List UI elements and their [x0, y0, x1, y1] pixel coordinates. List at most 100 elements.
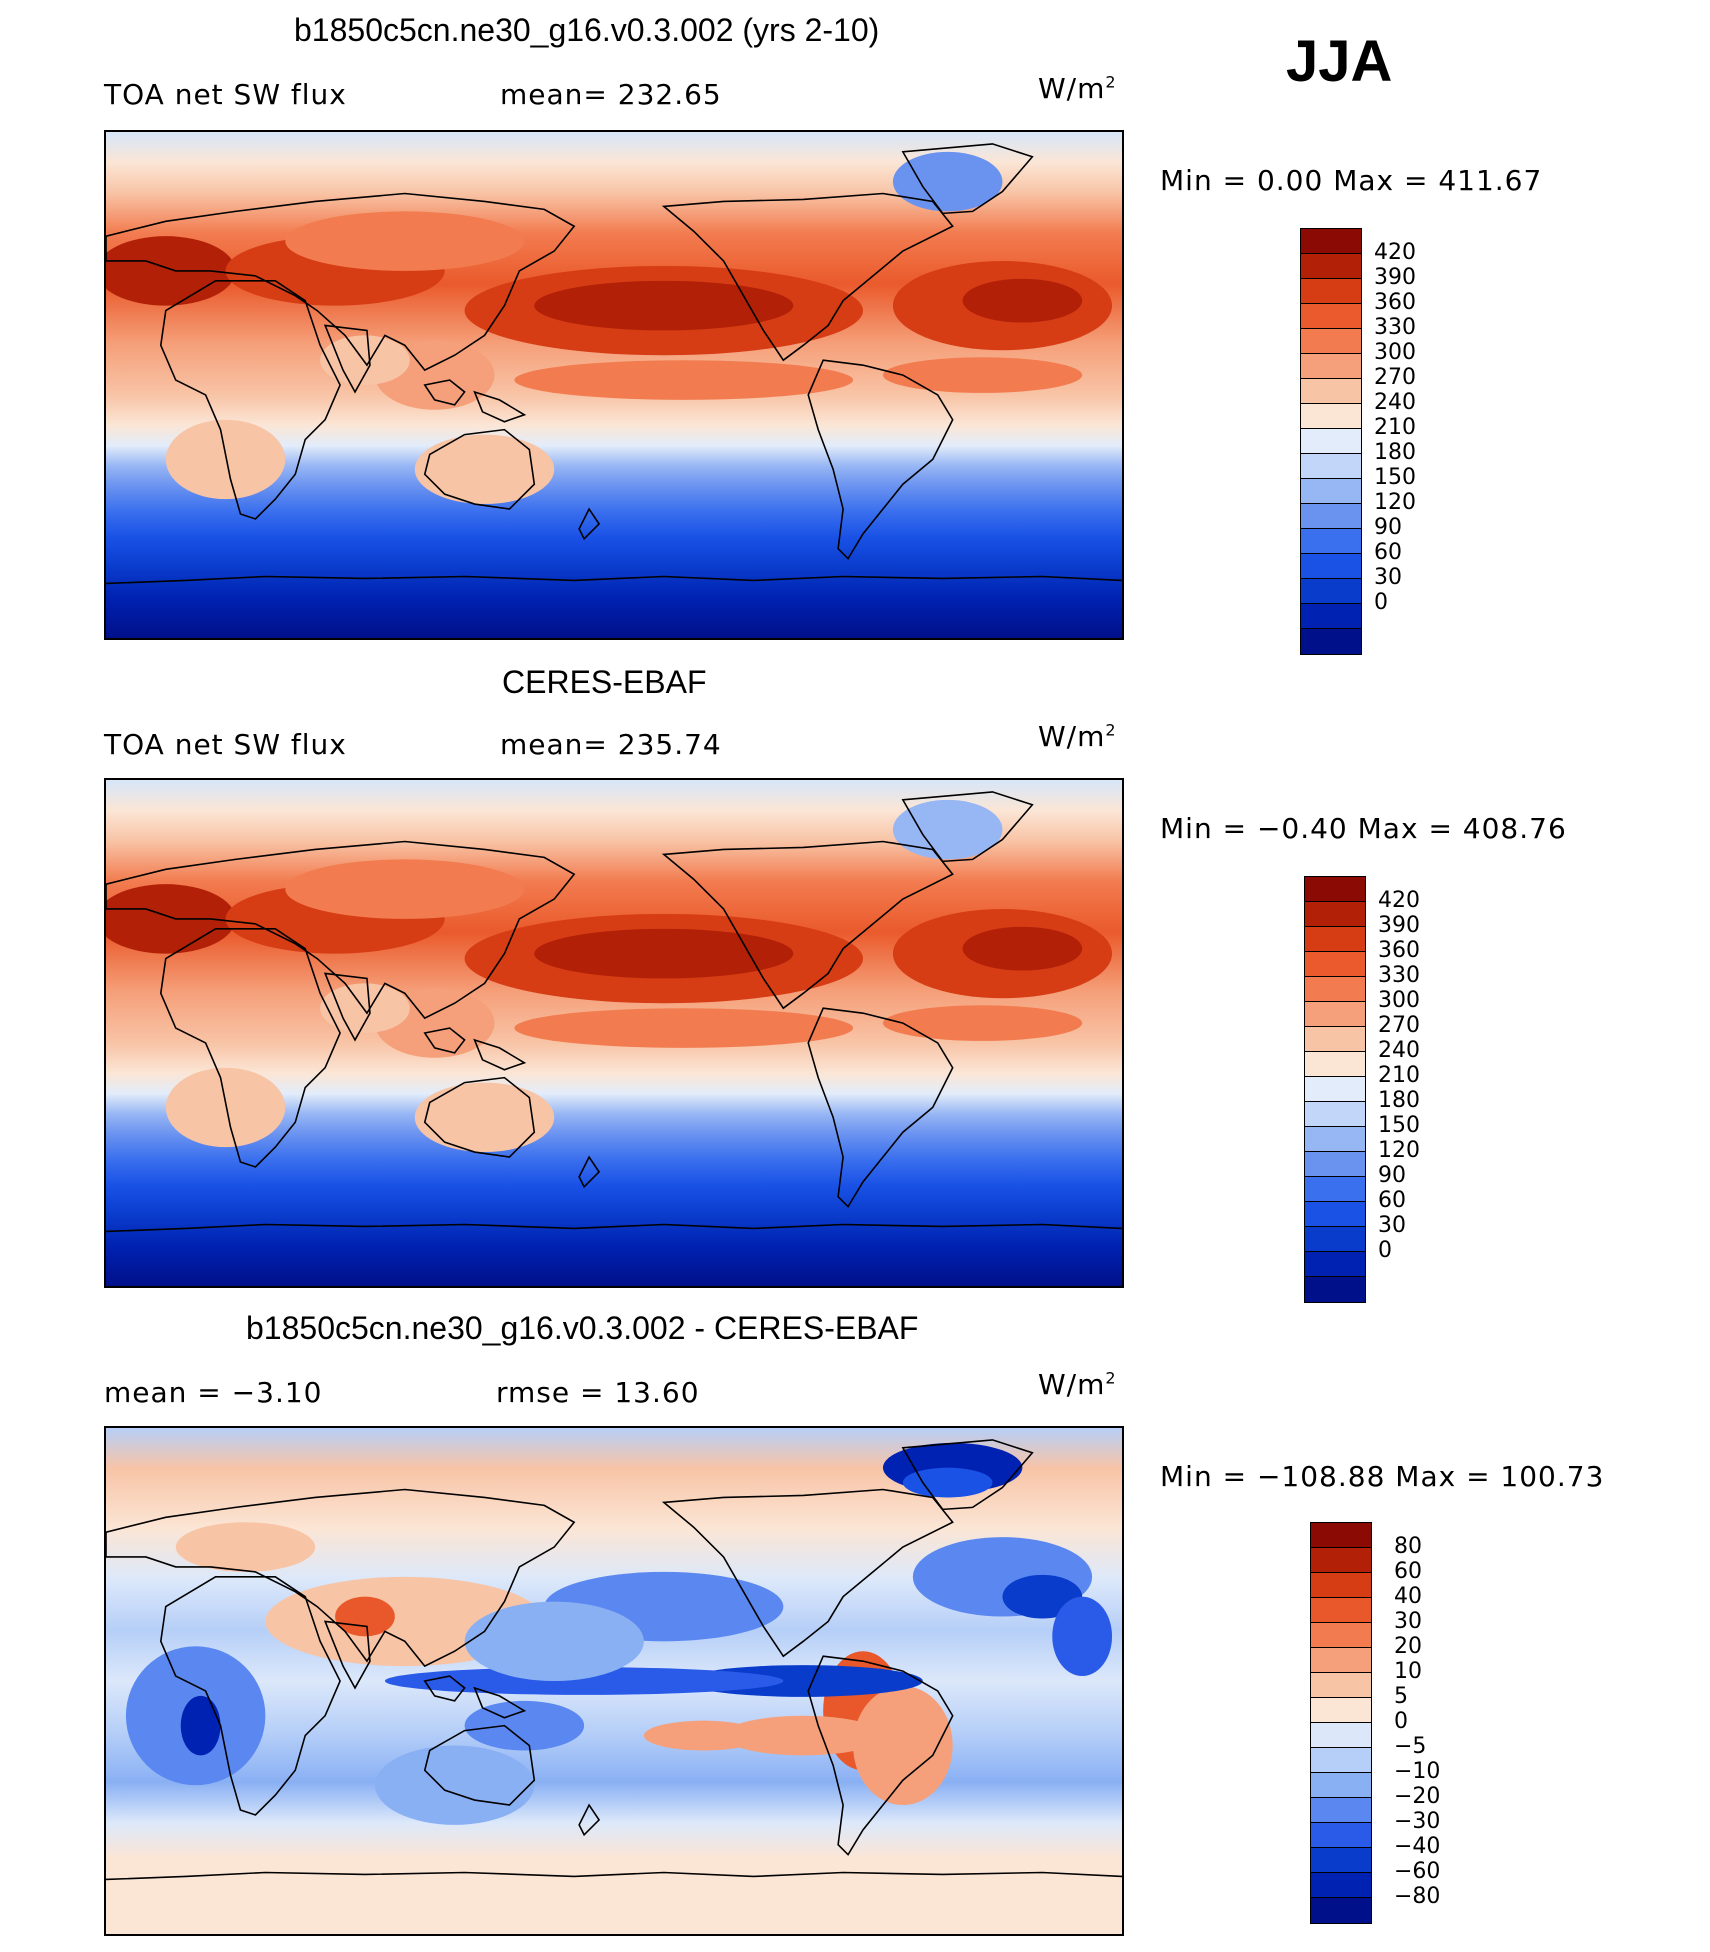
panel3-colorbar	[1310, 1522, 1372, 1924]
panel1-mean-label: mean= 232.65	[500, 78, 722, 111]
field-patch	[882, 357, 1083, 393]
colorbar-tick-label: −5	[1394, 1734, 1427, 1759]
colorbar-cell	[1305, 952, 1365, 977]
coastline	[106, 1871, 1122, 1881]
colorbar-cell	[1305, 1277, 1365, 1302]
colorbar-cell	[1301, 604, 1361, 629]
field-patch	[464, 1601, 644, 1681]
field-patch	[414, 1082, 555, 1153]
colorbar-cell	[1305, 1027, 1365, 1052]
colorbar-cell	[1301, 354, 1361, 379]
colorbar-cell	[1305, 1227, 1365, 1252]
field-patch	[902, 1467, 993, 1498]
coastline	[159, 280, 341, 520]
coastline	[323, 972, 371, 1042]
colorbar-tick-label: 30	[1394, 1609, 1422, 1634]
panel2-units-label: W/m2	[1038, 720, 1117, 753]
colorbar-tick-label: 150	[1378, 1113, 1420, 1138]
coastline	[106, 192, 576, 372]
colorbar-tick-label: 80	[1394, 1534, 1422, 1559]
field-patch	[962, 926, 1083, 971]
colorbar-cell	[1311, 1848, 1371, 1873]
colorbar-tick-label: 240	[1374, 390, 1416, 415]
coastline	[578, 1803, 601, 1837]
field-patch	[175, 1522, 316, 1572]
colorbar-tick-label: 390	[1378, 913, 1420, 938]
field-patch	[1052, 1596, 1113, 1677]
coastline	[323, 324, 371, 394]
field-patch	[320, 335, 410, 385]
colorbar-cell	[1301, 479, 1361, 504]
colorbar-cell	[1301, 429, 1361, 454]
colorbar-tick-label: 210	[1374, 415, 1416, 440]
field-patch	[892, 151, 1003, 212]
colorbar-tick-label: −20	[1394, 1784, 1441, 1809]
coastline	[661, 1488, 954, 1658]
colorbar-cell	[1311, 1598, 1371, 1623]
panel2-variable-label: TOA net SW flux	[104, 728, 347, 761]
colorbar-tick-label: 420	[1374, 240, 1416, 265]
colorbar-cell	[1311, 1648, 1371, 1673]
colorbar-cell	[1305, 1252, 1365, 1277]
colorbar-tick-label: 150	[1374, 465, 1416, 490]
coastline	[578, 1155, 601, 1189]
colorbar-cell	[1305, 877, 1365, 902]
panel2-minmax: Min = −0.40 Max = 408.76	[1160, 812, 1567, 845]
field-patch	[534, 928, 794, 979]
panel3-title: b1850c5cn.ne30_g16.v0.3.002 - CERES-EBAF	[246, 1310, 919, 1346]
panel3-rmse-label: rmse = 13.60	[496, 1376, 700, 1409]
panel1-variable-label: TOA net SW flux	[104, 78, 347, 111]
field-patch	[514, 1008, 854, 1048]
field-patch	[643, 1720, 764, 1751]
field-patch	[534, 280, 794, 331]
colorbar-tick-label: 330	[1374, 315, 1416, 340]
colorbar-tick-label: 40	[1394, 1584, 1422, 1609]
colorbar-cell	[1305, 1052, 1365, 1077]
coastline	[423, 1076, 536, 1158]
field-patch	[335, 1596, 395, 1637]
colorbar-tick-label: 180	[1374, 440, 1416, 465]
colorbar-cell	[1301, 404, 1361, 429]
colorbar-cell	[1305, 902, 1365, 927]
colorbar-tick-label: 60	[1378, 1188, 1406, 1213]
coastline	[423, 379, 527, 423]
colorbar-cell	[1301, 579, 1361, 604]
colorbar-cell	[1305, 1127, 1365, 1152]
panel1-minmax: Min = 0.00 Max = 411.67	[1160, 164, 1543, 197]
coastline	[661, 840, 954, 1010]
field-patch	[285, 859, 525, 919]
colorbar-tick-label: 0	[1374, 590, 1388, 615]
colorbar-cell	[1301, 529, 1361, 554]
colorbar-tick-label: 360	[1374, 290, 1416, 315]
colorbar-tick-label: 300	[1378, 988, 1420, 1013]
field-patch	[414, 434, 555, 505]
colorbar-cell	[1301, 229, 1361, 254]
colorbar-cell	[1301, 254, 1361, 279]
field-patch	[374, 1745, 535, 1825]
panel2-mean-label: mean= 235.74	[500, 728, 722, 761]
colorbar-tick-label: 60	[1374, 540, 1402, 565]
colorbar-tick-label: 180	[1378, 1088, 1420, 1113]
coastline	[578, 507, 601, 541]
colorbar-cell	[1305, 1077, 1365, 1102]
colorbar-cell	[1311, 1548, 1371, 1573]
colorbar-cell	[1305, 1202, 1365, 1227]
colorbar-cell	[1301, 629, 1361, 654]
colorbar-cell	[1311, 1698, 1371, 1723]
colorbar-tick-label: 90	[1378, 1163, 1406, 1188]
field-patch	[882, 1005, 1083, 1041]
colorbar-tick-label: −40	[1394, 1834, 1441, 1859]
field-patch	[853, 1685, 953, 1806]
panel1-units-label: W/m2	[1038, 72, 1117, 105]
colorbar-tick-label: 0	[1378, 1238, 1392, 1263]
field-patch	[320, 983, 410, 1033]
colorbar-tick-label: 360	[1378, 938, 1420, 963]
colorbar-tick-label: 120	[1378, 1138, 1420, 1163]
panel1-title: b1850c5cn.ne30_g16.v0.3.002 (yrs 2-10)	[294, 12, 880, 48]
coastline	[106, 1223, 1122, 1233]
colorbar-cell	[1311, 1798, 1371, 1823]
colorbar-cell	[1301, 304, 1361, 329]
colorbar-cell	[1311, 1523, 1371, 1548]
field-patch	[285, 211, 525, 271]
colorbar-tick-label: 390	[1374, 265, 1416, 290]
